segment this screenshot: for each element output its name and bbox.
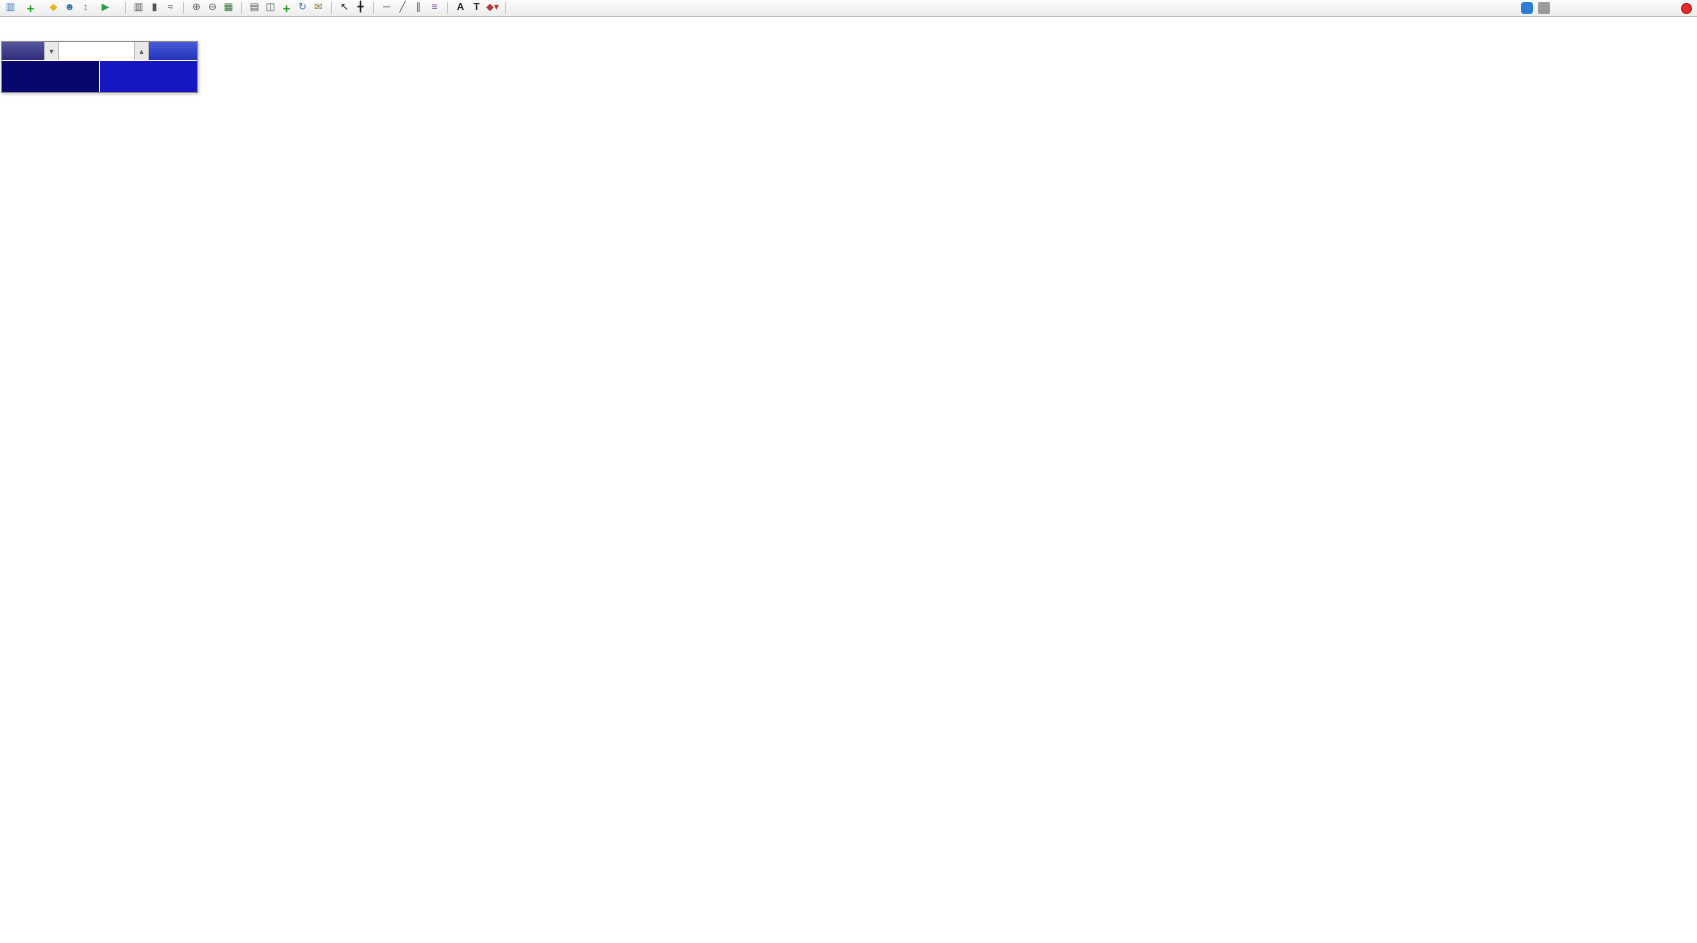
- new-order-button[interactable]: +: [19, 1, 45, 16]
- channel-icon[interactable]: ∥: [416, 2, 421, 13]
- toolbar-separator: [241, 2, 242, 14]
- search-icon[interactable]: [1538, 2, 1550, 14]
- community-icon[interactable]: [1521, 2, 1533, 14]
- text-icon[interactable]: A: [456, 2, 465, 13]
- line-chart-icon[interactable]: ≈: [167, 2, 174, 13]
- toolbar-separator: [331, 2, 332, 14]
- shapes-icon[interactable]: ◆▾: [486, 2, 499, 13]
- fibonacci-icon[interactable]: ≡: [431, 2, 438, 13]
- trendline-icon[interactable]: ╱: [399, 2, 406, 13]
- auto-trading-icon: ▶: [101, 2, 110, 13]
- zoom-in-icon[interactable]: ⊕: [192, 2, 201, 13]
- text-label-icon[interactable]: T: [473, 2, 480, 13]
- volume-down-button[interactable]: ▾: [44, 42, 59, 60]
- volume-input[interactable]: [59, 42, 134, 60]
- candlestick-chart-icon[interactable]: ▮: [151, 2, 158, 13]
- toolbar-separator: [125, 2, 126, 14]
- chart-window-icon[interactable]: ▥: [5, 2, 16, 13]
- toolbar-separator: [505, 2, 506, 14]
- quotes-icon[interactable]: ↕: [83, 2, 88, 13]
- ask-price-button[interactable]: [100, 61, 197, 92]
- period-cycle-icon[interactable]: ↻: [298, 2, 307, 13]
- toolbar-right-group: [1521, 2, 1694, 14]
- horizontal-line-icon[interactable]: ─: [382, 2, 391, 13]
- one-click-trading-panel: ▾ ▴: [1, 41, 198, 93]
- one-click-quote-row: [2, 60, 197, 92]
- grid-icon[interactable]: ▦: [223, 2, 234, 13]
- zoom-out-icon[interactable]: ⊖: [208, 2, 217, 13]
- sell-button[interactable]: [2, 42, 44, 60]
- buy-button[interactable]: [149, 42, 197, 60]
- crosshair-icon[interactable]: ╋: [357, 2, 364, 13]
- auto-trading-button[interactable]: ▶: [94, 1, 120, 16]
- toolbar-separator: [183, 2, 184, 14]
- one-click-top-row: ▾ ▴: [2, 42, 197, 60]
- cascade-windows-icon[interactable]: ◫: [265, 2, 276, 13]
- macd-indicator-label: [4, 537, 12, 548]
- top-toolbar: ▥ + ◆ ☻ ↕ ▶ ▥ ▮ ≈ ⊕ ⊖ ▦ ▤ ◫ + ↻ ✉ ↖ ╋ ─ …: [0, 0, 1697, 17]
- toolbar-separator: [447, 2, 448, 14]
- add-indicator-icon[interactable]: +: [282, 0, 291, 16]
- tile-windows-icon[interactable]: ▤: [249, 2, 260, 13]
- new-order-icon: +: [26, 0, 35, 16]
- toolbar-separator: [373, 2, 374, 14]
- template-mail-icon[interactable]: ✉: [314, 2, 323, 13]
- bid-price-button[interactable]: [2, 61, 100, 92]
- bar-chart-icon[interactable]: ▥: [133, 2, 144, 13]
- profile-icon[interactable]: ☻: [64, 2, 75, 13]
- cursor-icon[interactable]: ↖: [340, 2, 349, 13]
- volume-up-button[interactable]: ▴: [134, 42, 149, 60]
- lightning-icon[interactable]: ◆: [49, 2, 58, 13]
- symbol-header: [6, 22, 12, 34]
- notification-icon[interactable]: [1681, 2, 1692, 14]
- rsi-indicator-label: [4, 699, 8, 710]
